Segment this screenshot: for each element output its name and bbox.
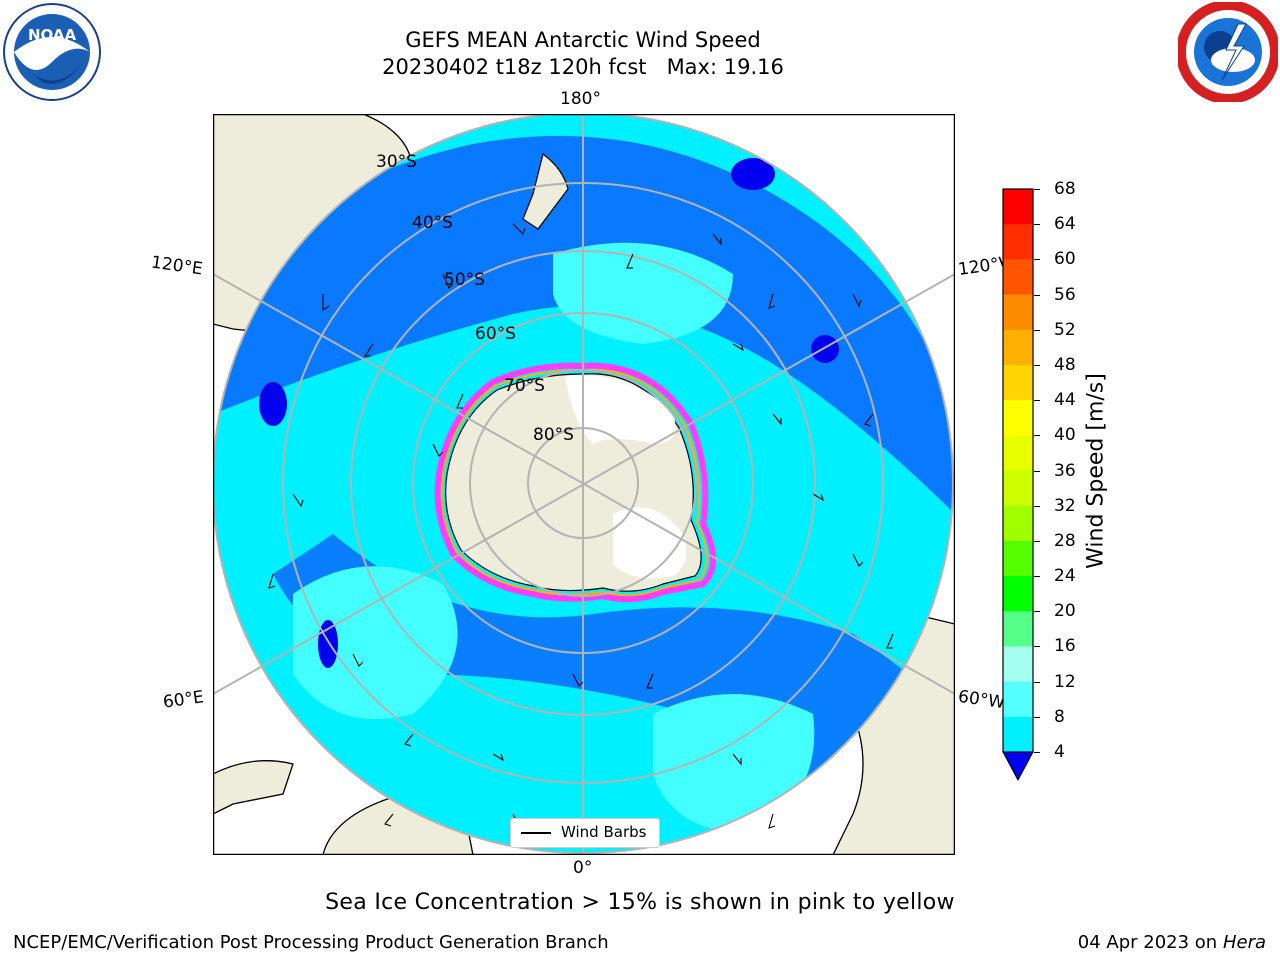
colorbar-tick-mark (1034, 646, 1040, 648)
wind-min-3 (811, 335, 839, 363)
wind-min-1 (731, 158, 775, 190)
colorbar-segment (1003, 576, 1033, 612)
ice-edge (434, 362, 716, 603)
wind-barbs (268, 223, 894, 829)
nws-logo-icon (1176, 0, 1280, 104)
colorbar-tick-mark (1034, 752, 1040, 753)
colorbar-segment (1003, 224, 1033, 260)
colorbar-segment (1003, 400, 1033, 436)
colorbar-tick-mark (1034, 400, 1040, 402)
colorbar-tick-label: 28 (1054, 530, 1076, 551)
colorbar-segment (1003, 716, 1033, 753)
colorbar-tick-label: 8 (1054, 706, 1065, 727)
colorbar-tick-mark (1034, 681, 1040, 683)
colorbar-tick-mark (1034, 505, 1040, 507)
colorbar-tick-label: 32 (1054, 495, 1076, 516)
footer-date: 04 Apr 2023 on Hera (1078, 932, 1266, 953)
colorbar-tick-label: 68 (1054, 179, 1076, 199)
lon-label-60w: 60°W (956, 686, 1007, 714)
footer-host: Hera (1222, 932, 1266, 953)
lat-label-40s: 40°S (412, 213, 453, 233)
wind-patch-high-3 (553, 242, 733, 344)
wind-band-low (213, 135, 953, 514)
colorbar-segment (1003, 329, 1033, 366)
lon-label-0: 0° (573, 858, 593, 878)
lat-label-70s: 70°S (504, 376, 545, 396)
colorbar-tick-label: 20 (1054, 601, 1076, 622)
colorbar-extend-min (1002, 751, 1034, 782)
footer-date-text: 04 Apr 2023 on (1077, 932, 1223, 953)
lon-label-180: 180° (560, 89, 601, 109)
colorbar-label: Wind Speed [m/s] (1083, 373, 1109, 569)
colorbar-segment (1003, 540, 1033, 577)
colorbar-tick-mark (1034, 224, 1040, 226)
legend-line (521, 832, 551, 834)
chart-title: GEFS MEAN Antarctic Wind Speed (405, 28, 761, 52)
colorbar-tick-label: 52 (1054, 319, 1076, 340)
colorbar-tick-label: 24 (1054, 566, 1076, 587)
colorbar-tick-mark (1034, 540, 1040, 542)
colorbar-tick-mark (1034, 364, 1040, 366)
colorbar-segment (1003, 505, 1033, 542)
colorbar-segment (1003, 364, 1033, 401)
noaa-logo: NOAA (2, 2, 102, 102)
nws-logo (1176, 0, 1280, 104)
map-legend: Wind Barbs (510, 818, 660, 848)
colorbar-tick-mark (1034, 294, 1040, 296)
lat-label-50s: 50°S (444, 270, 485, 290)
land-madagascar (213, 760, 294, 815)
noaa-logo-text: NOAA (28, 26, 77, 44)
chart-subtitle: 20230402 t18z 120h fcst Max: 19.16 (382, 55, 784, 79)
colorbar-segment (1003, 470, 1033, 507)
colorbar-segment (1003, 681, 1033, 718)
ice-shelf-ross (565, 375, 676, 444)
colorbar-tick-label: 44 (1054, 390, 1076, 411)
graticule (213, 114, 955, 855)
colorbar-tick-label: 56 (1054, 284, 1076, 305)
colorbar-tick-label: 48 (1054, 354, 1076, 375)
legend-label: Wind Barbs (561, 823, 647, 841)
colorbar-segment (1003, 435, 1033, 471)
lon-label-60e: 60°E (161, 687, 206, 713)
footer-branch: NCEP/EMC/Verification Post Processing Pr… (13, 932, 609, 953)
lat-label-60s: 60°S (475, 324, 516, 344)
wind-min-2 (259, 382, 287, 426)
land-new-zealand (522, 152, 569, 230)
colorbar-tick-label: 36 (1054, 460, 1076, 481)
lon-label-120e: 120°E (149, 252, 204, 280)
colorbar-tick-mark (1034, 576, 1040, 578)
colorbar-segment (1003, 294, 1033, 331)
wind-patch-high (293, 566, 458, 719)
colorbar (1002, 188, 1034, 782)
colorbar-tick-label: 12 (1054, 671, 1076, 692)
colorbar-tick-mark (1034, 716, 1040, 718)
sea-ice-note: Sea Ice Concentration > 15% is shown in … (325, 890, 955, 915)
colorbar-tick-label: 4 (1054, 742, 1065, 762)
noaa-logo-icon: NOAA (3, 3, 101, 101)
colorbar-segment (1003, 189, 1033, 225)
colorbar-tick-label: 40 (1054, 425, 1076, 446)
polar-map (213, 114, 955, 855)
colorbar-tick-mark (1034, 435, 1040, 437)
colorbar-tick-label: 16 (1054, 636, 1076, 657)
colorbar-tick-mark (1034, 189, 1040, 190)
colorbar-tick-mark (1034, 259, 1040, 261)
colorbar-tick-label: 64 (1054, 214, 1076, 235)
lat-label-80s: 80°S (533, 425, 574, 445)
colorbar-tick-mark (1034, 470, 1040, 472)
colorbar-segment (1003, 259, 1033, 296)
colorbar-tick-label: 60 (1054, 249, 1076, 270)
ice-shelf-weddell (613, 507, 687, 579)
colorbar-segment (1003, 646, 1033, 683)
colorbar-tick-mark (1034, 329, 1040, 331)
colorbar-tick-mark (1034, 611, 1040, 613)
lat-label-30s: 30°S (376, 152, 417, 172)
colorbar-segment (1003, 611, 1033, 647)
